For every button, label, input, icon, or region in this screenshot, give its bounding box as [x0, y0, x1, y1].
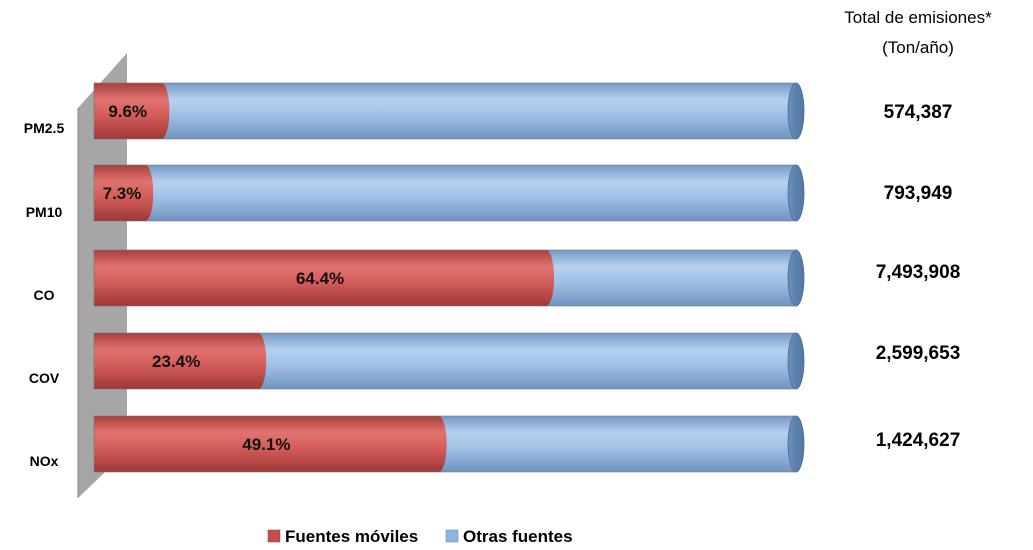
- total-value-pm10: 793,949: [884, 183, 953, 204]
- total-value-pm2-5: 574,387: [884, 102, 953, 123]
- bar-outline-nox: [93, 415, 797, 473]
- bar-fuentes-moviles-co: [94, 250, 547, 306]
- category-labels: PM2.5 PM10 CO COV NOx: [24, 120, 65, 469]
- value-label-pm2-5: 9.6%: [108, 102, 147, 121]
- totals-title-line-2: (Ton/año): [882, 38, 954, 57]
- bar-outline-pm10: [93, 164, 797, 222]
- bar-junction-pm2-5: [153, 83, 170, 139]
- bar-outline-co: [93, 249, 797, 307]
- bar-outline-pm2-5: [93, 82, 797, 140]
- legend-label-otras-fuentes: Otras fuentes: [463, 527, 573, 546]
- bar-fuentes-moviles-nox: [94, 416, 439, 472]
- bar-fuentes-moviles-cov: [94, 333, 259, 389]
- bar-fuentes-moviles-pm10: [94, 165, 146, 221]
- category-label-cov: COV: [29, 370, 60, 386]
- totals-title-line-1: Total de emisiones*: [844, 8, 992, 27]
- bar-otras-fuentes-co: [546, 250, 796, 306]
- category-label-pm10: PM10: [26, 204, 63, 220]
- bar-otras-fuentes-pm10: [145, 165, 797, 221]
- value-label-nox: 49.1%: [242, 435, 290, 454]
- bar-junction-cov: [250, 333, 267, 389]
- bar-otras-fuentes-nox: [438, 416, 796, 472]
- bar-otras-fuentes-cov: [258, 333, 796, 389]
- legend-swatch-fuentes-moviles: [267, 529, 281, 543]
- value-label-pm10: 7.3%: [103, 184, 142, 203]
- bar-junction-nox: [430, 416, 447, 472]
- bar-junction-pm10: [137, 165, 154, 221]
- legend: Fuentes móviles Otras fuentes: [267, 527, 573, 546]
- value-label-cov: 23.4%: [152, 352, 200, 371]
- bar-junction-co: [538, 250, 555, 306]
- totals-column: 574,387 793,949 7,493,908 2,599,653 1,424,62…: [876, 102, 961, 451]
- category-label-co: CO: [34, 287, 55, 303]
- bar-outline-cov: [93, 332, 797, 390]
- value-label-co: 64.4%: [296, 269, 344, 288]
- total-value-cov: 2,599,653: [876, 343, 961, 364]
- category-label-pm2-5: PM2.5: [24, 120, 65, 136]
- bar-otras-fuentes-pm2-5: [161, 83, 797, 139]
- total-value-nox: 1,424,627: [876, 430, 961, 451]
- bar-fuentes-moviles-pm2-5: [94, 83, 162, 139]
- legend-swatch-otras-fuentes: [445, 529, 459, 543]
- total-value-co: 7,493,908: [876, 262, 961, 283]
- category-label-nox: NOx: [30, 453, 59, 469]
- bars-group: 9.6% 7.3% 64.4% 23.4% 49.1%: [93, 82, 805, 473]
- legend-label-fuentes-moviles: Fuentes móviles: [285, 527, 418, 546]
